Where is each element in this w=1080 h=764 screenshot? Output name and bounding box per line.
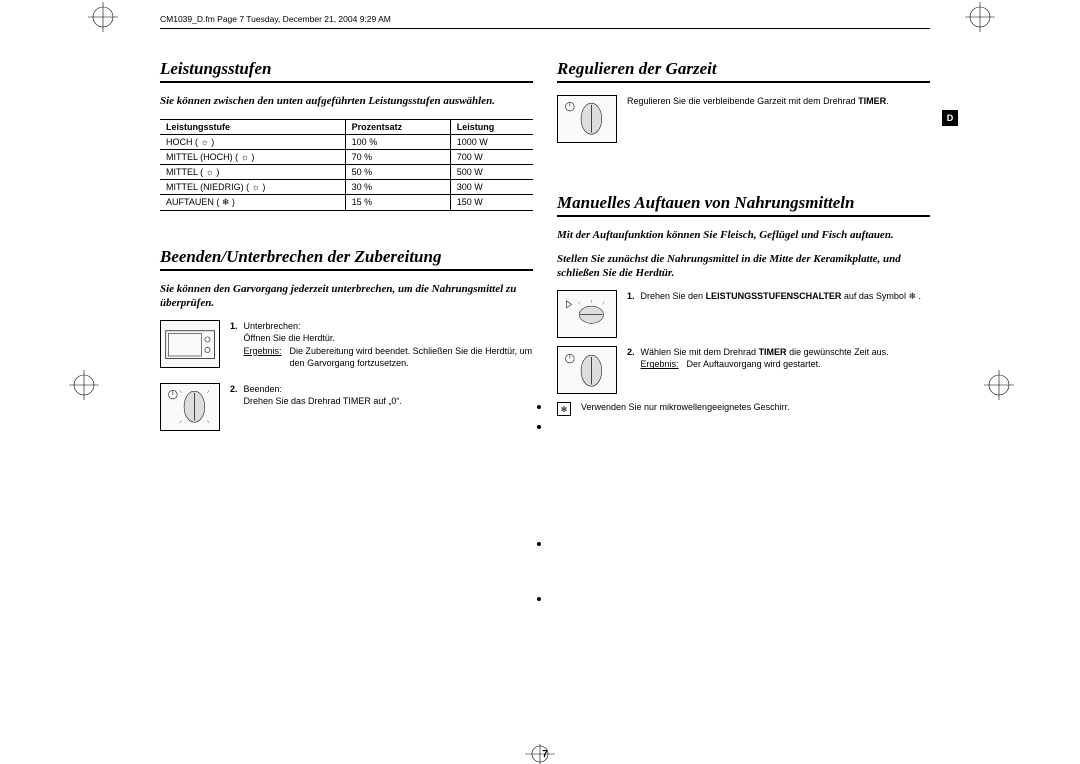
step-row: 2. Wählen Sie mit dem Drehrad TIMER die … <box>557 346 930 394</box>
crop-mark-top-right <box>965 2 995 32</box>
timer-dial-illustration <box>557 95 617 143</box>
step-sub: Drehen Sie das Drehrad TIMER auf „0“. <box>244 395 402 407</box>
page-header: CM1039_D.fm Page 7 Tuesday, December 21,… <box>160 14 930 29</box>
crop-mark-mid-right <box>984 370 1014 400</box>
defrost-step-1: 1. Drehen Sie den LEISTUNGSSTUFENSCHALTE… <box>627 290 921 308</box>
timer-dial-illustration <box>160 383 220 431</box>
step-number: 2. <box>627 346 635 370</box>
page: CM1039_D.fm Page 7 Tuesday, December 21,… <box>160 14 930 760</box>
step-label: Beenden: <box>244 384 283 394</box>
step-number: 2. <box>230 383 238 407</box>
note-text: Verwenden Sie nur mikrowellengeeignetes … <box>581 402 790 412</box>
table-row: MITTEL (HOCH) ( ☼ )70 %700 W <box>160 149 533 164</box>
note-icon: ✻ <box>557 402 571 416</box>
section-title-defrost: Manuelles Auftauen von Nahrungsmitteln <box>557 193 930 217</box>
table-col-percent: Prozentsatz <box>345 119 450 134</box>
defrost-step-2: 2. Wählen Sie mit dem Drehrad TIMER die … <box>627 346 889 376</box>
step-sub: Öffnen Sie die Herdtür. <box>244 332 533 344</box>
timer-dial-illustration <box>557 346 617 394</box>
microwave-illustration <box>160 320 220 368</box>
step-row: 1. Unterbrechen: Öffnen Sie die Herdtür.… <box>160 320 533 375</box>
result-text: Der Auftauvorgang wird gestartet. <box>687 358 821 370</box>
right-column: Regulieren der Garzeit Regulieren Sie di… <box>557 59 930 439</box>
power-dial-illustration <box>557 290 617 338</box>
table-col-watt: Leistung <box>450 119 533 134</box>
adjust-time-row: Regulieren Sie die verbleibende Garzeit … <box>557 95 930 143</box>
step-row: 2. Beenden: Drehen Sie das Drehrad TIMER… <box>160 383 533 431</box>
note-row: ✻ Verwenden Sie nur mikrowellengeeignete… <box>557 402 930 416</box>
power-levels-lead: Sie können zwischen den unten aufgeführt… <box>160 95 533 109</box>
section-title-adjust-time: Regulieren der Garzeit <box>557 59 930 83</box>
table-row: MITTEL ( ☼ )50 %500 W <box>160 164 533 179</box>
power-levels-table: Leistungsstufe Prozentsatz Leistung HOCH… <box>160 119 533 211</box>
stop-step-2: 2. Beenden: Drehen Sie das Drehrad TIMER… <box>230 383 402 413</box>
crop-mark-top-left <box>88 2 118 32</box>
result-text: Die Zubereitung wird beendet. Schließen … <box>290 345 533 369</box>
step-row: 1. Drehen Sie den LEISTUNGSSTUFENSCHALTE… <box>557 290 930 338</box>
defrost-lead-1: Mit der Auftaufunktion können Sie Fleisc… <box>557 229 930 243</box>
section-title-stop: Beenden/Unterbrechen der Zubereitung <box>160 247 533 271</box>
stop-step-1: 1. Unterbrechen: Öffnen Sie die Herdtür.… <box>230 320 533 375</box>
stop-lead: Sie können den Garvorgang jederzeit unte… <box>160 283 533 311</box>
result-label: Ergebnis: <box>641 358 679 370</box>
table-row: AUFTAUEN ( ❄ )15 %150 W <box>160 194 533 210</box>
language-badge: D <box>942 110 958 126</box>
step-number: 1. <box>627 290 635 302</box>
step-label: Unterbrechen: <box>244 321 301 331</box>
table-col-level: Leistungsstufe <box>160 119 345 134</box>
result-label: Ergebnis: <box>244 345 282 369</box>
table-row: HOCH ( ☼ )100 %1000 W <box>160 134 533 149</box>
left-column: Leistungsstufen Sie können zwischen den … <box>160 59 533 439</box>
two-columns: Leistungsstufen Sie können zwischen den … <box>160 59 930 439</box>
page-number: 7 <box>160 749 930 760</box>
table-row: MITTEL (NIEDRIG) ( ☼ )30 %300 W <box>160 179 533 194</box>
section-title-power-levels: Leistungsstufen <box>160 59 533 83</box>
defrost-lead-2: Stellen Sie zunächst die Nahrungsmittel … <box>557 253 930 281</box>
crop-mark-mid-left <box>69 370 99 400</box>
adjust-time-text: Regulieren Sie die verbleibende Garzeit … <box>627 95 889 107</box>
step-number: 1. <box>230 320 238 369</box>
